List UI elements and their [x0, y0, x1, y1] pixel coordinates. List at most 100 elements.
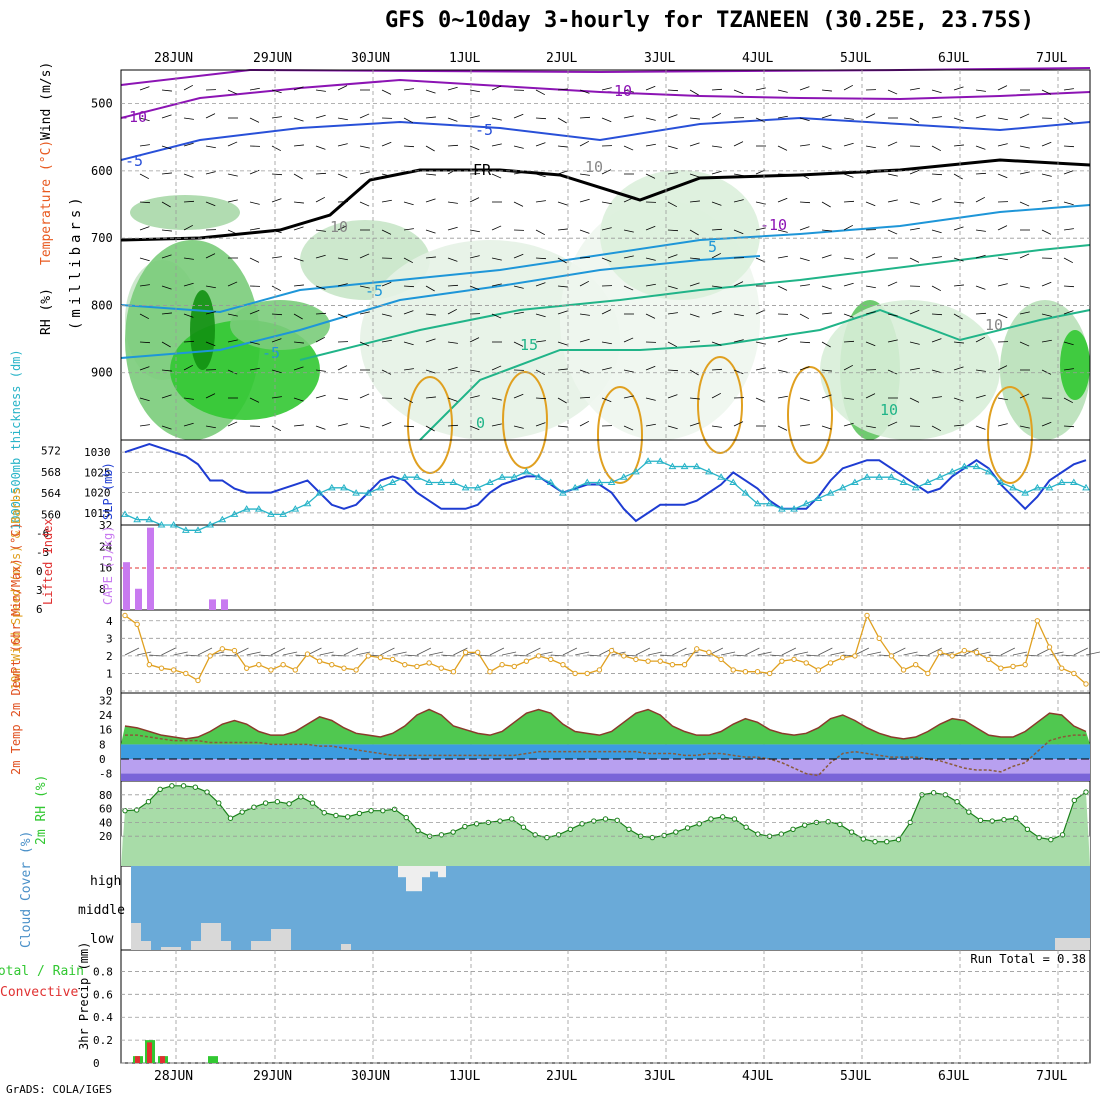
- wind-barb: [425, 256, 436, 259]
- wind-barb: [271, 425, 282, 432]
- wind-barb: [645, 365, 656, 371]
- cape-tick-label: 24: [99, 540, 113, 553]
- wind-barb: [359, 113, 370, 119]
- thickness-marker: [802, 499, 811, 507]
- temperature-contour: [419, 308, 1091, 441]
- rh-marker: [157, 786, 163, 792]
- wind-speed-marker: [377, 654, 384, 661]
- surface-wind-barb: [197, 647, 213, 656]
- wind-barb: [1019, 341, 1030, 347]
- low-cloud-bar: [201, 923, 211, 950]
- li-tick-label: 0: [36, 565, 43, 578]
- thickness-marker: [303, 499, 312, 507]
- precip-tick-label: 0: [93, 1057, 100, 1070]
- surface-wind-barb: [489, 647, 505, 656]
- rh-marker: [860, 836, 867, 842]
- wind-barb: [557, 145, 568, 148]
- wind-barb: [337, 85, 348, 91]
- wind-barb: [645, 225, 656, 231]
- wind-barb: [931, 89, 942, 94]
- thickness-marker: [911, 483, 920, 491]
- wind-barb: [139, 313, 150, 320]
- wind-barb: [579, 256, 591, 259]
- wind-barb: [183, 364, 194, 371]
- pressure-tick-label: 600: [91, 164, 113, 178]
- wind-barb: [711, 341, 722, 346]
- surface-wind-barb: [283, 651, 298, 656]
- thickness-marker: [814, 494, 823, 501]
- precip-total-bar: [208, 1056, 218, 1063]
- legend-total-rain: Total / Rain: [0, 964, 84, 979]
- wind-barb: [645, 143, 656, 147]
- surface-wind-barb: [502, 651, 517, 656]
- date-label-bottom: 28JUN: [154, 1069, 193, 1084]
- wind-barb: [161, 172, 172, 175]
- wind-barb: [645, 397, 656, 401]
- wind-barb: [799, 366, 810, 371]
- wind-barb: [645, 173, 656, 179]
- thickness-marker: [887, 473, 896, 480]
- y-label-wind: Wind (m/s): [39, 62, 54, 140]
- wind-speed-marker: [256, 661, 262, 668]
- wind-barb: [271, 369, 282, 374]
- surface-wind-barb: [587, 654, 602, 657]
- wind-barb: [513, 201, 524, 207]
- thickness-marker: [145, 515, 154, 523]
- wind-barb: [513, 311, 524, 315]
- slp-tick-label: 1025: [84, 466, 111, 479]
- contour-label: FR: [473, 161, 492, 179]
- wind-speed-marker: [791, 656, 797, 663]
- contour-label: -10: [120, 108, 147, 126]
- low-cloud-bar: [221, 941, 231, 950]
- thickness-tick-label: 572: [41, 445, 61, 458]
- wind-barb: [689, 313, 700, 318]
- wind-barb: [337, 283, 348, 287]
- surface-wind-barb: [526, 647, 541, 656]
- wind-barb: [689, 200, 700, 203]
- wind-speed-marker: [1034, 618, 1041, 624]
- wind-speed-marker: [158, 665, 165, 671]
- wind-barb: [733, 89, 744, 95]
- wind-barb: [1041, 173, 1052, 177]
- wind-barb: [667, 285, 678, 290]
- wind-barb: [931, 256, 942, 259]
- thickness-marker: [583, 478, 592, 485]
- date-label-top: 1JUL: [449, 51, 480, 66]
- wind-barb: [997, 225, 1008, 231]
- wind-barb: [821, 285, 832, 290]
- date-label-top: 29JUN: [253, 51, 292, 66]
- wind-barb: [447, 366, 458, 371]
- wind-barb: [733, 229, 744, 235]
- wind-speed-marker: [499, 661, 505, 668]
- thickness-marker: [680, 462, 689, 470]
- surface-wind-barb: [161, 647, 176, 656]
- rh-marker: [227, 815, 234, 821]
- wind-barb: [953, 117, 964, 122]
- wind-barb: [271, 173, 283, 176]
- wind-barb: [513, 393, 524, 399]
- rh-marker: [321, 810, 327, 816]
- rh-marker: [239, 809, 245, 815]
- wind-barb: [183, 224, 194, 231]
- rh-marker: [872, 839, 878, 845]
- contour-label: 5: [708, 238, 717, 256]
- wind-barb: [557, 201, 568, 206]
- date-label-top: 28JUN: [154, 51, 193, 66]
- rh-marker: [708, 816, 714, 822]
- wind-speed-marker: [365, 653, 371, 659]
- wind-barb: [1063, 425, 1075, 428]
- wind-barb: [271, 313, 283, 316]
- wind-barb: [887, 421, 898, 427]
- wind-barb: [843, 173, 854, 178]
- temp-area: [121, 709, 1090, 745]
- wind-barb: [689, 117, 700, 120]
- wind-barb: [711, 285, 722, 288]
- date-label-bottom: 2JUL: [546, 1069, 577, 1084]
- wind-speed-marker: [183, 670, 189, 677]
- wind-barb: [447, 144, 459, 147]
- temp-line: [124, 708, 1087, 740]
- thickness-marker: [194, 526, 202, 533]
- thickness-marker: [729, 478, 738, 485]
- wind-barb: [865, 393, 876, 399]
- wind-barb: [975, 285, 986, 290]
